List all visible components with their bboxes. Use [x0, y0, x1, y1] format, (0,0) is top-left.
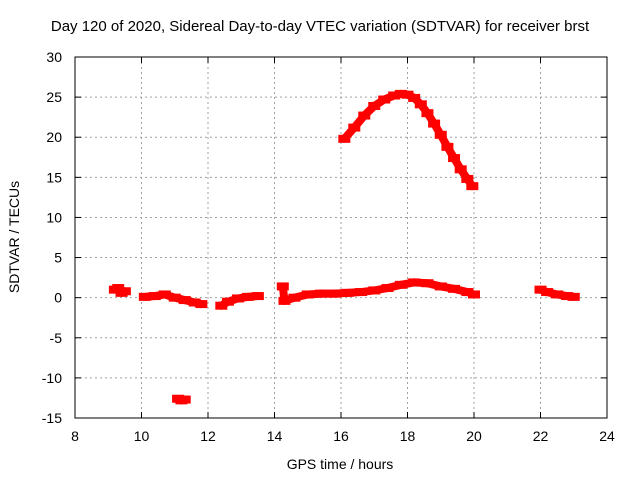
data-trace [243, 292, 262, 301]
y-tick-label: -15 [42, 410, 62, 426]
data-trace [177, 395, 189, 405]
y-tick-label: 5 [54, 250, 62, 266]
x-tick-label: 8 [71, 428, 79, 444]
series-baseline [108, 278, 580, 310]
y-tick-label: 30 [46, 49, 62, 65]
y-tick-label: 20 [46, 129, 62, 145]
data-series [108, 89, 580, 405]
x-tick-label: 12 [200, 428, 216, 444]
x-tick-label: 20 [466, 428, 482, 444]
y-tick-label: -10 [42, 370, 62, 386]
x-tick-label: 10 [134, 428, 150, 444]
x-tick-label: 22 [533, 428, 549, 444]
x-axis-label: GPS time / hours [286, 456, 394, 472]
data-trace [190, 298, 206, 309]
chart-title: Day 120 of 2020, Sidereal Day-to-day VTE… [50, 18, 590, 35]
data-trace [463, 174, 477, 191]
tick-labels: 8 10 12 14 16 18 20 22 24 -15 -10 -5 0 5 10 15 20 25 30 [42, 49, 615, 444]
plot-frame [74, 56, 608, 419]
data-trace [563, 292, 578, 301]
data-trace [117, 287, 129, 297]
grid [75, 57, 607, 418]
x-tick-label: 16 [333, 428, 349, 444]
y-tick-label: 0 [54, 290, 62, 306]
series-outlier [172, 394, 191, 405]
y-tick-label: -5 [50, 330, 63, 346]
series-high-arc [338, 89, 479, 191]
data-trace [463, 288, 478, 299]
x-tick-label: 24 [599, 428, 615, 444]
x-tick-label: 14 [267, 428, 283, 444]
y-tick-label: 10 [46, 209, 62, 225]
y-tick-label: 25 [46, 89, 62, 105]
x-tick-label: 18 [400, 428, 416, 444]
y-tick-label: 15 [46, 169, 62, 185]
